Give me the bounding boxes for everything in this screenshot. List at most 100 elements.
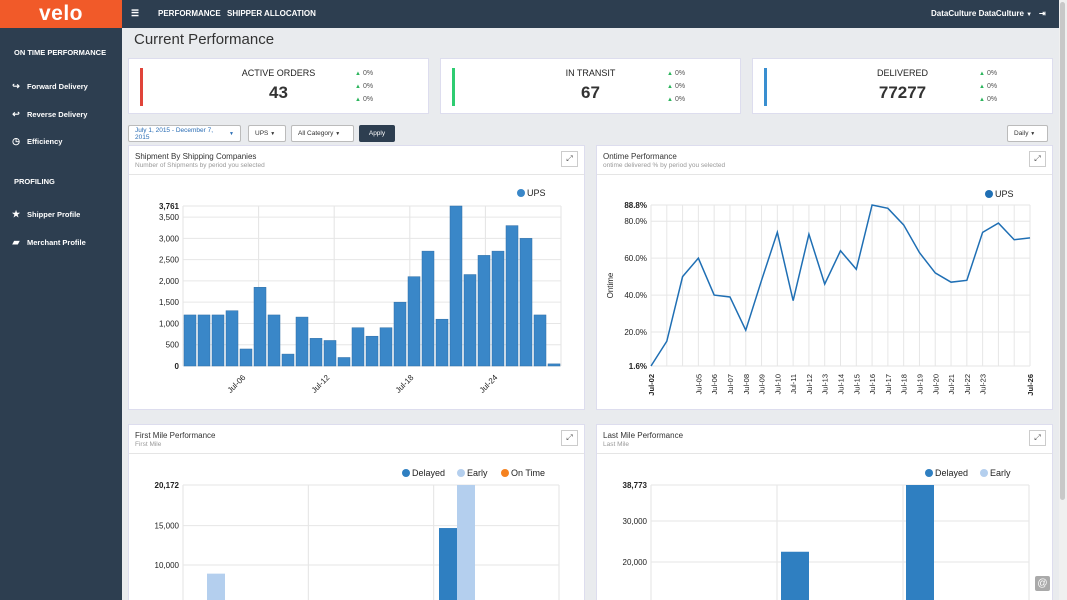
stat-value: 67	[581, 83, 600, 102]
forward-icon: ↪	[12, 80, 20, 91]
y-tick-label: 1,000	[159, 319, 180, 328]
stat-label: ACTIVE ORDERS	[241, 68, 316, 78]
bar-ups	[463, 274, 477, 367]
x-tick-label: Jul-05	[694, 374, 703, 394]
divider	[597, 453, 1052, 454]
logout-icon[interactable]: ⇥	[1039, 9, 1046, 18]
legend-label: Delayed	[935, 468, 968, 478]
expand-button[interactable]: ⤢	[1029, 430, 1046, 446]
x-tick-label: Jul-23	[979, 374, 988, 394]
bar-ups	[239, 348, 253, 367]
caret-down-icon: ▼	[1030, 130, 1036, 137]
legend-label: Early	[467, 468, 488, 478]
caret-down-icon: ▼	[1026, 12, 1033, 18]
y-tick-label: 40.0%	[624, 291, 647, 300]
x-tick-label: Jul-16	[868, 374, 877, 394]
panel-last-mile: Last Mile Performance Last Mile ⤢ 20,000…	[596, 424, 1053, 600]
bar-ups	[407, 276, 421, 367]
sidebar-item-reverse-delivery[interactable]: ↩ Reverse Delivery	[0, 104, 122, 124]
x-tick-label: Jul-13	[821, 374, 830, 394]
expand-button[interactable]: ⤢	[1029, 151, 1046, 167]
divider	[129, 453, 584, 454]
expand-icon: ⤢	[566, 433, 573, 442]
bar-ups	[323, 340, 337, 367]
stat-change: ▲ 0%	[355, 70, 374, 77]
brand-logo[interactable]: velo	[0, 0, 122, 28]
caret-down-icon: ▼	[229, 130, 234, 137]
y-tick-label: 80.0%	[624, 217, 647, 226]
line-ups	[650, 204, 1031, 367]
category-select[interactable]: All Category ▼	[291, 125, 354, 142]
bar-ups	[309, 338, 323, 367]
bar-ups	[547, 363, 561, 367]
nav-performance[interactable]: PERFORMANCE	[158, 9, 221, 18]
stat-card-delivered: DELIVERED 77277 ▲ 0% ▲ 0% ▲ 0%	[752, 58, 1053, 114]
stat-change: ▲ 0%	[355, 96, 374, 103]
bar-ups	[337, 357, 351, 367]
date-range-picker[interactable]: July 1, 2015 - December 7, 2015 ▼	[128, 125, 241, 142]
sidebar-item-shipper-profile[interactable]: ★ Shipper Profile	[0, 204, 122, 224]
x-tick-label: Jul-11	[789, 374, 798, 394]
top-navbar: ☰ PERFORMANCE SHIPPER ALLOCATION DataCul…	[122, 0, 1059, 28]
panel-first-mile: First Mile Performance First Mile ⤢ 10,0…	[128, 424, 585, 600]
panel-title: Last Mile Performance	[603, 431, 684, 440]
period-select[interactable]: Daily ▼	[1007, 125, 1048, 142]
user-menu[interactable]: DataCulture DataCulture ▼	[931, 9, 1032, 18]
y-tick-label: 500	[166, 341, 180, 350]
stat-change: ▲ 0%	[979, 70, 998, 77]
x-tick-label: Jul-20	[931, 374, 940, 394]
sidebar-item-label: Reverse Delivery	[27, 109, 88, 119]
bar-delayed	[439, 528, 457, 600]
sidebar-item-forward-delivery[interactable]: ↪ Forward Delivery	[0, 76, 122, 96]
scrollbar-thumb[interactable]	[1060, 2, 1065, 500]
stat-change: ▲ 0%	[667, 83, 686, 90]
stat-change: ▲ 0%	[979, 83, 998, 90]
menu-toggle-icon[interactable]: ☰	[131, 8, 140, 18]
x-tick-label: Jul-19	[915, 374, 924, 394]
arrow-up-icon: ▲	[979, 71, 985, 77]
at-icon[interactable]: @	[1035, 576, 1050, 591]
arrow-up-icon: ▲	[667, 71, 673, 77]
legend-swatch	[402, 469, 410, 477]
x-tick-label: Jul-22	[963, 374, 972, 394]
apply-button[interactable]: Apply	[359, 125, 395, 142]
legend-swatch	[517, 189, 525, 197]
sidebar-item-label: Shipper Profile	[27, 209, 81, 219]
sidebar: velo ON TIME PERFORMANCE ↪ Forward Deliv…	[0, 0, 122, 600]
status-bar	[764, 68, 767, 106]
expand-button[interactable]: ⤢	[561, 430, 578, 446]
x-tick-label: Jul-08	[742, 374, 751, 394]
sidebar-item-merchant-profile[interactable]: ▰ Merchant Profile	[0, 232, 122, 252]
page-scrollbar[interactable]	[1059, 0, 1067, 600]
page-title: Current Performance	[134, 31, 275, 48]
arrow-up-icon: ▲	[355, 84, 361, 90]
reply-icon: ↩	[12, 108, 20, 119]
y-tick-label: 1,500	[159, 298, 180, 307]
bar-ups	[197, 314, 211, 367]
legend-swatch	[457, 469, 465, 477]
y-tick-label: 0	[175, 362, 180, 371]
arrow-up-icon: ▲	[667, 84, 673, 90]
x-tick-label: Jul-02	[647, 374, 656, 396]
x-tick-label: Jul-06	[226, 373, 248, 395]
bar-ups	[253, 287, 267, 367]
panel-title: Ontime Performance	[603, 152, 677, 161]
expand-button[interactable]: ⤢	[561, 151, 578, 167]
bar-early	[207, 573, 225, 600]
panel-shipment: Shipment By Shipping Companies Number of…	[128, 145, 585, 410]
sidebar-item-label: Forward Delivery	[27, 81, 88, 91]
shipper-select[interactable]: UPS ▼	[248, 125, 286, 142]
nav-shipper-allocation[interactable]: SHIPPER ALLOCATION	[227, 9, 316, 18]
y-tick-label: 10,000	[155, 561, 180, 570]
legend-label: Delayed	[412, 468, 445, 478]
y-tick-label: 2,500	[159, 256, 180, 265]
shipment-bar-chart: 0 500 1,000 1,500 2,000 2,500 3,000 3,500 3,761 J…	[159, 188, 562, 395]
bar-ups	[225, 310, 239, 367]
divider	[129, 174, 584, 175]
x-tick-label: Jul-14	[837, 374, 846, 394]
truck-icon: ▰	[12, 236, 20, 247]
stat-change: ▲ 0%	[979, 96, 998, 103]
expand-icon: ⤢	[566, 154, 573, 163]
sidebar-item-efficiency[interactable]: ◷ Efficiency	[0, 131, 122, 151]
y-tick-label: 20.0%	[624, 328, 647, 337]
